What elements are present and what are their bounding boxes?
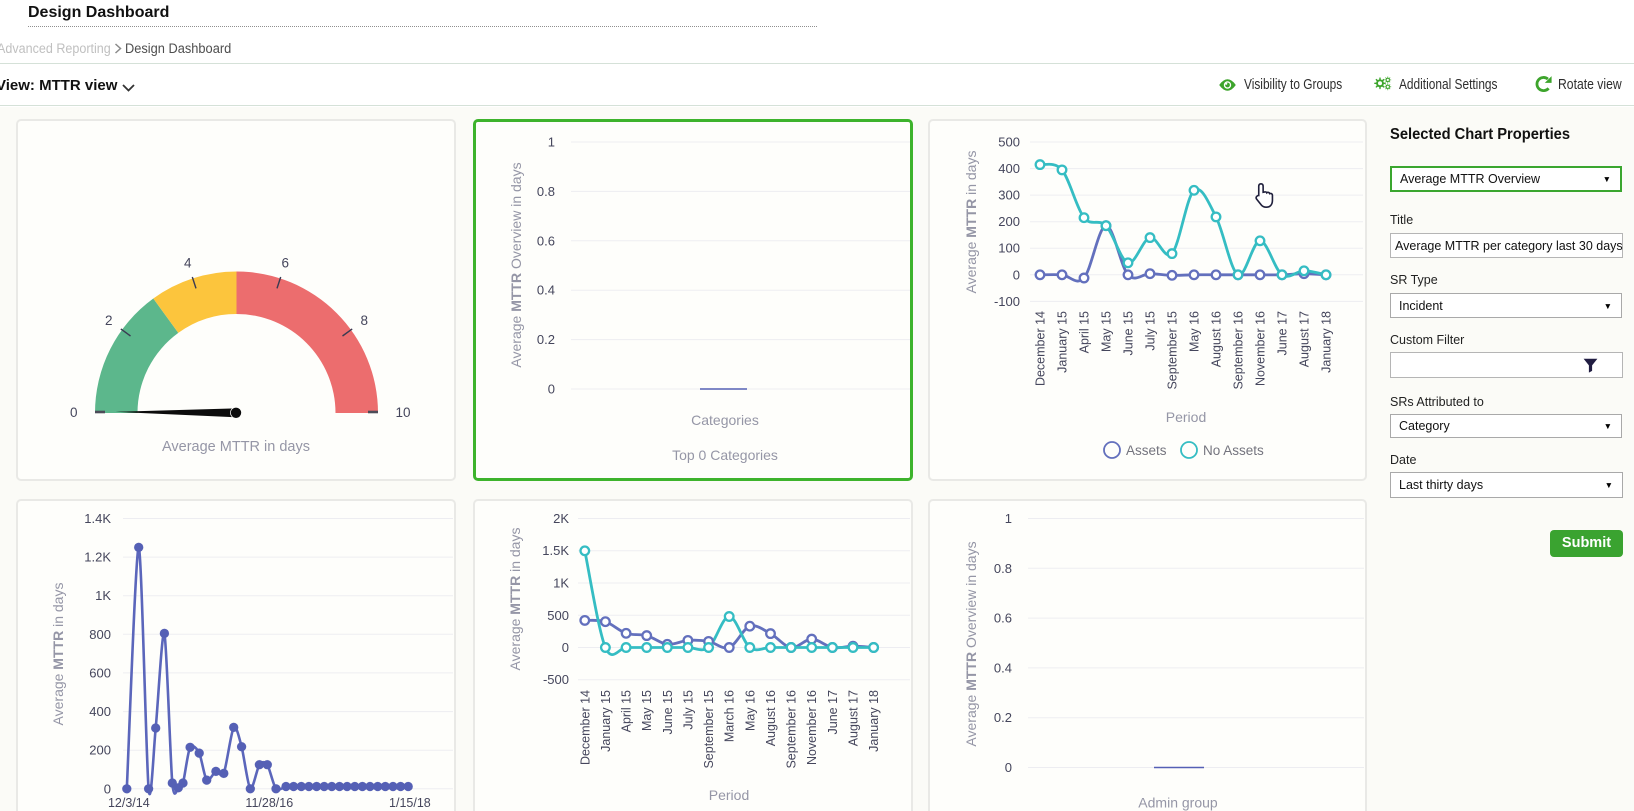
svg-text:May 16: May 16 [1188, 311, 1202, 352]
svg-text:November 16: November 16 [1254, 311, 1268, 386]
svg-text:November 16: November 16 [805, 690, 819, 765]
svg-text:April 15: April 15 [1078, 311, 1092, 353]
svg-text:500: 500 [547, 608, 569, 623]
svg-text:0: 0 [562, 640, 569, 655]
svg-text:Assets: Assets [1126, 443, 1167, 458]
svg-text:No Assets: No Assets [1203, 443, 1264, 458]
svg-text:0.6: 0.6 [994, 611, 1012, 626]
svg-text:January 18: January 18 [867, 690, 881, 752]
svg-text:August 17: August 17 [847, 690, 861, 746]
svg-text:4: 4 [184, 256, 192, 271]
svg-text:Average MTTR Overview in days: Average MTTR Overview in days [508, 162, 524, 367]
svg-text:0.2: 0.2 [537, 332, 555, 347]
svg-text:1: 1 [548, 135, 555, 150]
svg-text:Average MTTR in days: Average MTTR in days [963, 151, 979, 294]
svg-text:200: 200 [998, 214, 1020, 229]
svg-text:1K: 1K [95, 588, 111, 603]
svg-text:8: 8 [361, 313, 369, 328]
svg-text:December 14: December 14 [578, 690, 592, 765]
svg-text:1.5K: 1.5K [542, 543, 569, 558]
svg-text:May 16: May 16 [743, 690, 757, 731]
svg-text:0: 0 [548, 382, 555, 397]
svg-text:Period: Period [1166, 409, 1206, 425]
svg-text:Period: Period [709, 787, 749, 803]
svg-text:1.2K: 1.2K [84, 550, 111, 565]
svg-text:January 18: January 18 [1320, 311, 1334, 373]
svg-text:-500: -500 [543, 672, 569, 687]
svg-text:Average MTTR in days: Average MTTR in days [507, 528, 523, 671]
svg-text:600: 600 [89, 665, 111, 680]
svg-text:0: 0 [104, 781, 111, 796]
svg-text:July 15: July 15 [681, 690, 695, 730]
svg-text:11/28/16: 11/28/16 [245, 796, 293, 810]
svg-text:500: 500 [998, 135, 1020, 150]
svg-text:Categories: Categories [691, 412, 759, 428]
svg-text:0: 0 [1005, 760, 1012, 775]
svg-text:July 15: July 15 [1144, 311, 1158, 351]
svg-text:June 17: June 17 [826, 690, 840, 735]
svg-text:April 15: April 15 [620, 690, 634, 732]
svg-text:August 16: August 16 [1210, 311, 1224, 367]
svg-text:Average MTTR in days: Average MTTR in days [162, 439, 310, 455]
svg-text:August 16: August 16 [764, 690, 778, 746]
svg-text:100: 100 [998, 241, 1020, 256]
svg-text:400: 400 [998, 161, 1020, 176]
svg-text:-100: -100 [994, 294, 1020, 309]
svg-text:Admin group: Admin group [1138, 795, 1218, 811]
svg-text:Top 0 Categories: Top 0 Categories [672, 447, 778, 463]
svg-text:September 16: September 16 [1232, 311, 1246, 390]
svg-text:0: 0 [70, 405, 78, 420]
svg-text:Average MTTR Overview in days: Average MTTR Overview in days [963, 541, 979, 746]
svg-text:12/3/14: 12/3/14 [108, 796, 150, 810]
svg-text:0.8: 0.8 [537, 184, 555, 199]
svg-text:2K: 2K [553, 511, 569, 526]
svg-text:300: 300 [998, 188, 1020, 203]
svg-text:September 15: September 15 [1166, 311, 1180, 390]
svg-text:January 15: January 15 [599, 690, 613, 752]
svg-text:2: 2 [105, 313, 113, 328]
svg-text:0.8: 0.8 [994, 561, 1012, 576]
svg-text:September 16: September 16 [785, 690, 799, 769]
svg-text:0.4: 0.4 [994, 660, 1012, 675]
svg-text:May 15: May 15 [640, 690, 654, 731]
svg-text:December 14: December 14 [1034, 311, 1048, 386]
svg-text:0.6: 0.6 [537, 233, 555, 248]
svg-text:1/15/18: 1/15/18 [389, 796, 431, 810]
svg-text:0.2: 0.2 [994, 710, 1012, 725]
svg-text:Average MTTR in days: Average MTTR in days [50, 583, 66, 726]
svg-text:10: 10 [396, 405, 411, 420]
svg-text:800: 800 [89, 627, 111, 642]
svg-text:March 16: March 16 [723, 690, 737, 742]
svg-text:1: 1 [1005, 511, 1012, 526]
svg-text:August 17: August 17 [1298, 311, 1312, 367]
svg-text:June 15: June 15 [661, 690, 675, 735]
svg-text:400: 400 [89, 704, 111, 719]
svg-text:0.4: 0.4 [537, 283, 555, 298]
svg-text:6: 6 [282, 256, 290, 271]
svg-text:1K: 1K [553, 576, 569, 591]
svg-text:June 17: June 17 [1276, 311, 1290, 356]
svg-text:September 15: September 15 [702, 690, 716, 769]
svg-text:200: 200 [89, 743, 111, 758]
svg-text:1.4K: 1.4K [84, 511, 111, 526]
svg-text:0: 0 [1013, 267, 1020, 282]
svg-text:June 15: June 15 [1122, 311, 1136, 356]
svg-text:May 15: May 15 [1100, 311, 1114, 352]
svg-text:January 15: January 15 [1056, 311, 1070, 373]
